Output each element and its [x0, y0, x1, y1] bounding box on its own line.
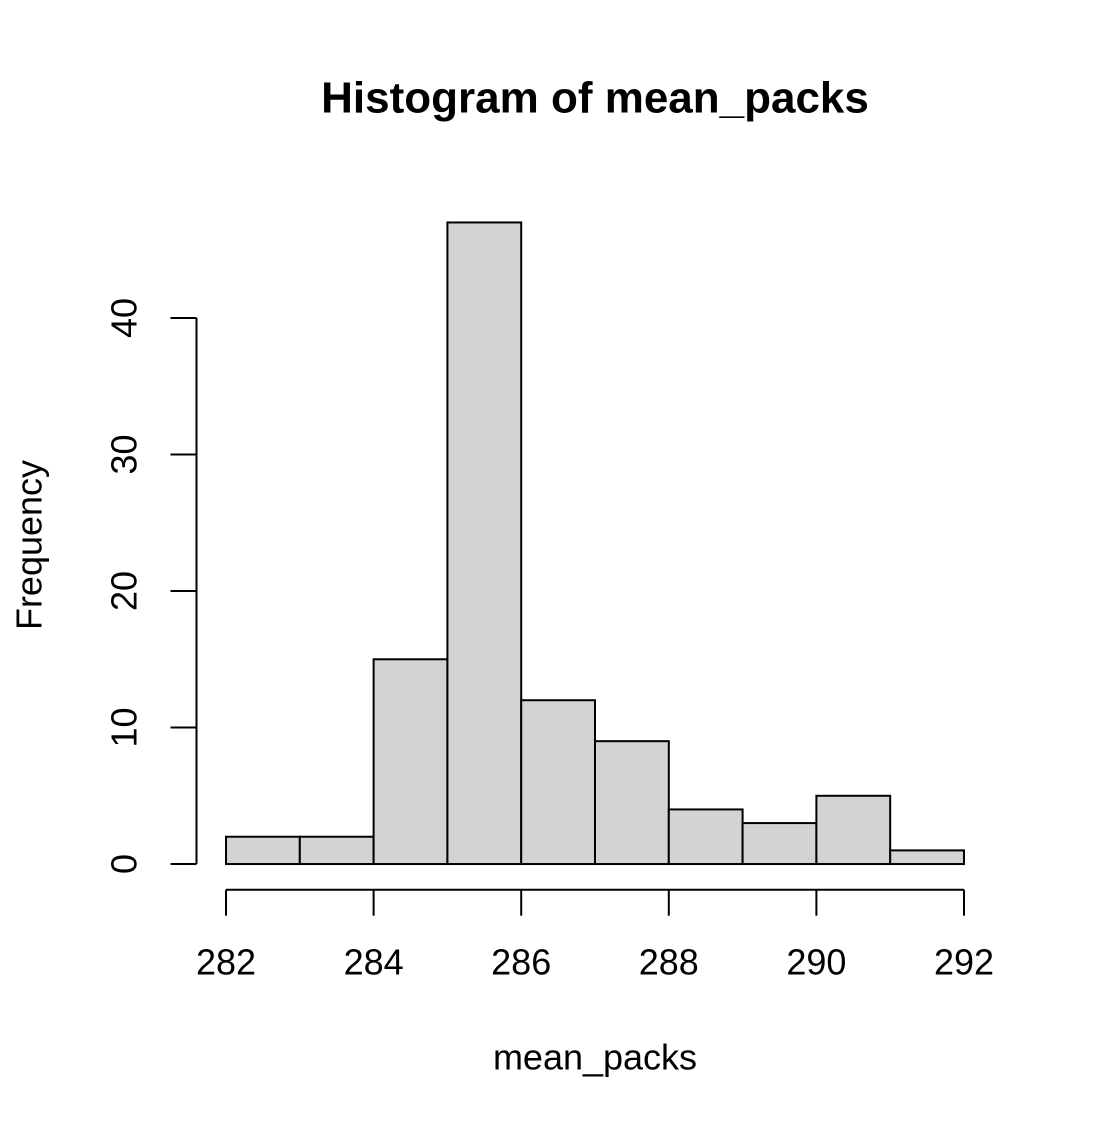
bar	[741, 822, 818, 866]
bar	[520, 699, 596, 866]
y-tick-label: 0	[104, 854, 145, 874]
bar	[372, 658, 449, 866]
y-tick-label: 20	[104, 571, 145, 611]
x-tick-label: 282	[196, 942, 256, 983]
bar	[594, 740, 670, 866]
bar	[446, 221, 523, 866]
y-axis-title: Frequency	[9, 460, 50, 630]
x-axis-title: mean_packs	[493, 1037, 697, 1078]
bar	[889, 849, 965, 866]
bar	[298, 835, 375, 866]
bar	[667, 808, 744, 866]
bar	[815, 794, 892, 866]
x-tick-label: 286	[491, 942, 551, 983]
y-tick-label: 10	[104, 708, 145, 748]
x-tick-label: 284	[344, 942, 404, 983]
x-tick-label: 292	[934, 942, 994, 983]
x-tick-label: 290	[786, 942, 846, 983]
bar	[225, 835, 301, 866]
x-tick-label: 288	[639, 942, 699, 983]
y-tick-label: 40	[104, 298, 145, 338]
chart-title: Histogram of mean_packs	[321, 74, 869, 123]
y-tick-label: 30	[104, 434, 145, 474]
